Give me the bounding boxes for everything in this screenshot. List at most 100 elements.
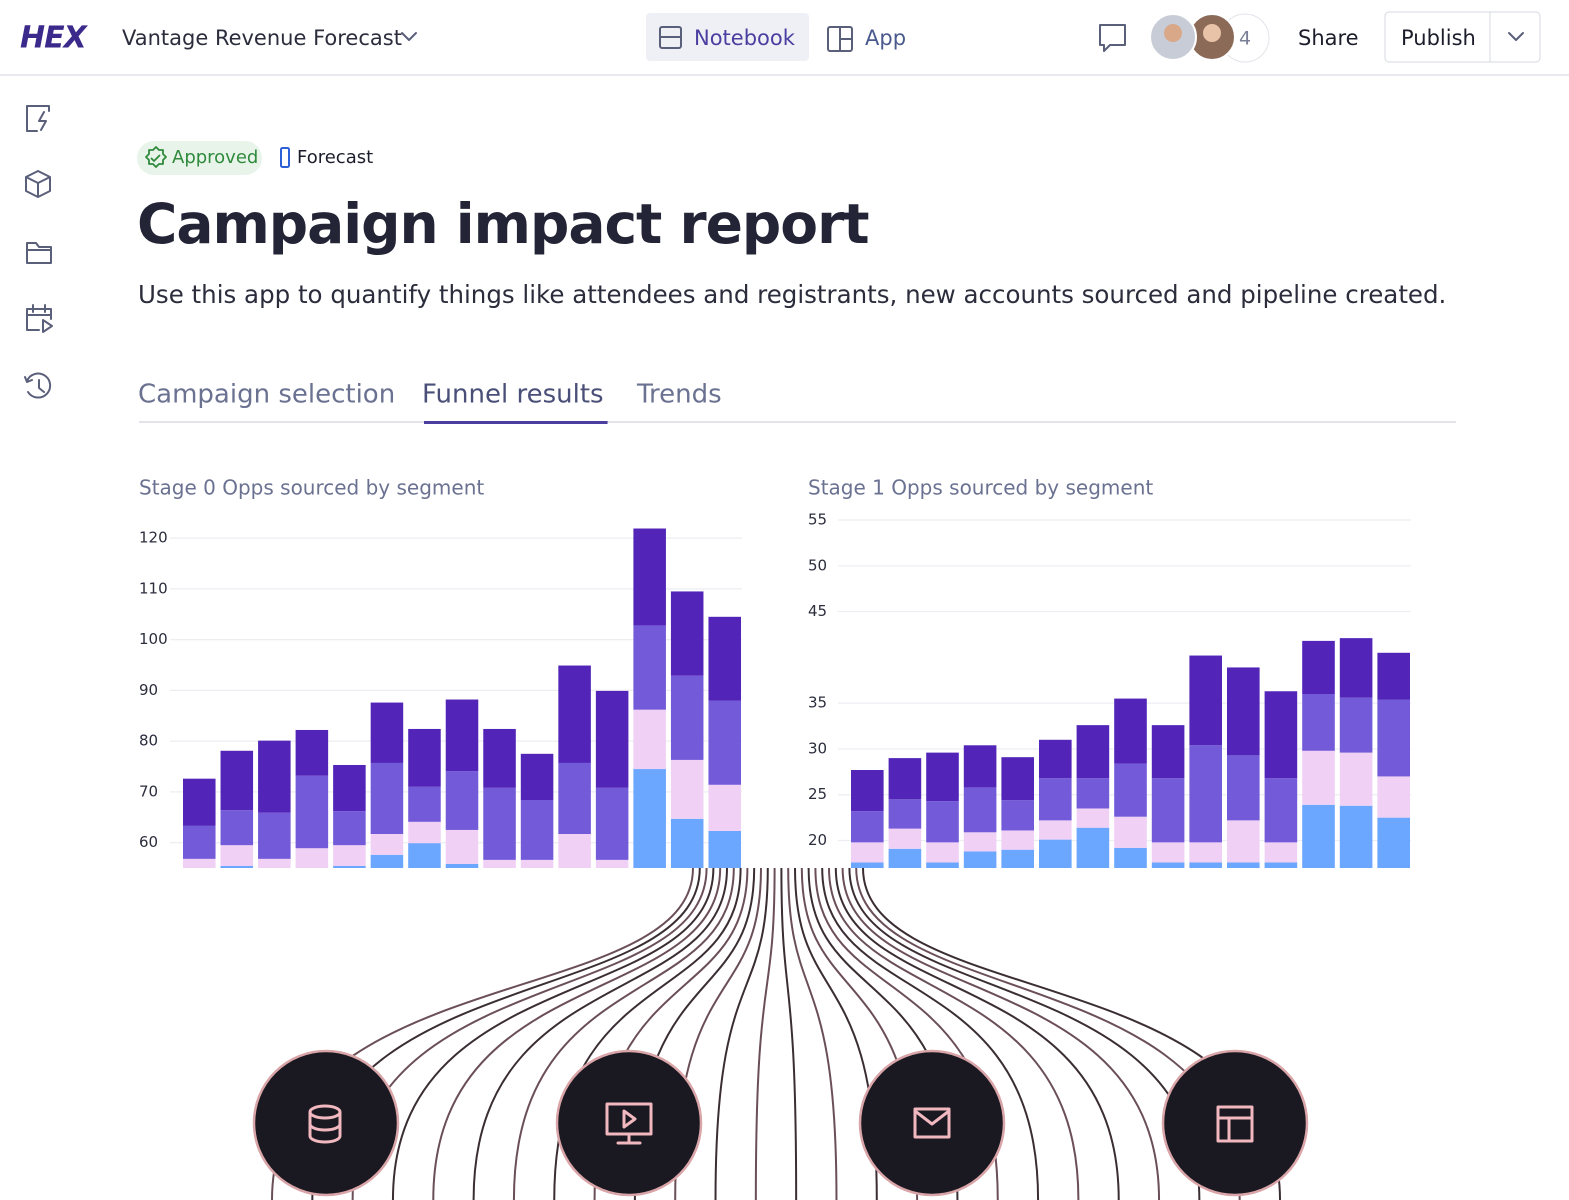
bar-segment bbox=[1227, 667, 1260, 756]
bar-segment bbox=[1151, 862, 1185, 868]
bar-segment bbox=[1302, 694, 1335, 751]
bar-segment bbox=[633, 769, 666, 868]
collaborator-count[interactable]: 4 bbox=[1239, 28, 1251, 50]
connector-line bbox=[821, 867, 1040, 1200]
bar-segment bbox=[220, 865, 254, 868]
sidebar-icon[interactable] bbox=[26, 304, 53, 333]
y-tick-label: 100 bbox=[139, 630, 168, 648]
share-button[interactable]: Share bbox=[1298, 26, 1359, 50]
integration-node[interactable] bbox=[1161, 1049, 1309, 1197]
bar-segment bbox=[926, 862, 959, 868]
integration-node[interactable] bbox=[252, 1049, 400, 1197]
y-tick-label: 60 bbox=[139, 833, 158, 851]
integration-icon bbox=[1216, 1105, 1254, 1143]
bar-segment bbox=[1302, 750, 1335, 805]
bar-segment bbox=[1151, 778, 1185, 843]
bar-segment bbox=[888, 758, 922, 800]
bar-segment bbox=[295, 775, 329, 849]
comments-icon[interactable] bbox=[1099, 24, 1126, 52]
tab[interactable]: Funnel results bbox=[422, 380, 604, 410]
bar-segment bbox=[633, 625, 666, 710]
bar-segment bbox=[1076, 778, 1110, 809]
mode-tab[interactable]: App bbox=[865, 26, 906, 50]
publish-dropdown[interactable] bbox=[1508, 32, 1524, 41]
bar-segment bbox=[1189, 842, 1222, 863]
bar-segment bbox=[1264, 691, 1298, 779]
bar-segment bbox=[1227, 755, 1260, 821]
bar-segment bbox=[1339, 752, 1373, 806]
bar-segment bbox=[851, 862, 884, 868]
project-name[interactable]: Vantage Revenue Forecast bbox=[122, 26, 402, 50]
bar-segment bbox=[1039, 820, 1072, 840]
connectors bbox=[271, 867, 1281, 1200]
bar-segment bbox=[558, 665, 591, 763]
y-tick-label: 120 bbox=[139, 529, 168, 547]
bar-segment bbox=[963, 787, 997, 833]
bar-segment bbox=[595, 859, 629, 868]
logo[interactable]: HEX bbox=[20, 21, 90, 56]
bar-segment bbox=[258, 740, 291, 813]
bar-segment bbox=[926, 801, 959, 843]
bar-segment bbox=[1114, 698, 1147, 764]
sidebar-icon[interactable] bbox=[24, 372, 52, 399]
bar-segment bbox=[1001, 849, 1034, 868]
y-tick-label: 55 bbox=[808, 511, 827, 529]
bar-segment bbox=[670, 591, 704, 676]
bar-segment bbox=[708, 784, 741, 831]
bar-segment bbox=[220, 750, 254, 811]
bar-segment bbox=[1114, 816, 1147, 848]
sidebar-icon[interactable] bbox=[26, 242, 52, 264]
bar-segment bbox=[370, 834, 404, 855]
bar-segment bbox=[888, 828, 922, 849]
bar-segment bbox=[408, 821, 441, 844]
page-title: Campaign impact report bbox=[137, 192, 869, 256]
bar-segment bbox=[258, 812, 291, 859]
bar-segment bbox=[1377, 817, 1410, 868]
category-label: Forecast bbox=[297, 147, 373, 168]
bar-segment bbox=[408, 786, 441, 822]
bar-segment bbox=[633, 709, 666, 770]
tab[interactable]: Trends bbox=[636, 380, 722, 410]
bar-segment bbox=[1151, 842, 1185, 863]
bar-segment bbox=[888, 799, 922, 829]
bar-segment bbox=[483, 859, 516, 868]
bar-segment bbox=[595, 690, 629, 788]
bar-segment bbox=[1264, 862, 1298, 868]
y-tick-label: 35 bbox=[808, 694, 827, 712]
bar-segment bbox=[595, 787, 629, 860]
bar-segment bbox=[708, 700, 741, 785]
bar-segment bbox=[445, 771, 479, 830]
y-tick-label: 25 bbox=[808, 785, 827, 803]
bar-segment bbox=[1076, 725, 1110, 779]
status-icon bbox=[145, 146, 167, 168]
bar-segment bbox=[220, 845, 254, 866]
sidebar-icon[interactable] bbox=[26, 105, 50, 132]
bar-segment bbox=[1377, 699, 1410, 777]
connector-line bbox=[391, 867, 715, 1200]
bar-segment bbox=[1114, 847, 1147, 868]
project-dropdown[interactable] bbox=[401, 32, 417, 41]
bar-segment bbox=[851, 811, 884, 843]
bar-segment bbox=[258, 858, 291, 868]
bar-segment bbox=[370, 854, 404, 868]
y-tick-label: 90 bbox=[139, 681, 158, 699]
bar-segment bbox=[670, 818, 704, 868]
bar-segment bbox=[1039, 778, 1072, 821]
bar-segment bbox=[370, 762, 404, 834]
tab[interactable]: Campaign selection bbox=[138, 380, 395, 410]
publish-label[interactable]: Publish bbox=[1401, 26, 1476, 50]
mode-tab[interactable]: Notebook bbox=[694, 26, 796, 50]
sidebar-icon[interactable] bbox=[25, 170, 51, 198]
bar-segment bbox=[183, 858, 216, 868]
bar-segment bbox=[1339, 638, 1373, 698]
y-tick-label: 30 bbox=[808, 739, 827, 757]
chart-title: Stage 1 Opps sourced by segment bbox=[808, 476, 1153, 500]
bar-segment bbox=[183, 778, 216, 826]
chart-title: Stage 0 Opps sourced by segment bbox=[139, 476, 484, 500]
bar-segment bbox=[483, 728, 516, 788]
publish-button[interactable] bbox=[1384, 11, 1541, 63]
bar-segment bbox=[708, 830, 741, 868]
bar-segment bbox=[851, 770, 884, 812]
bar-segment bbox=[1076, 827, 1110, 868]
